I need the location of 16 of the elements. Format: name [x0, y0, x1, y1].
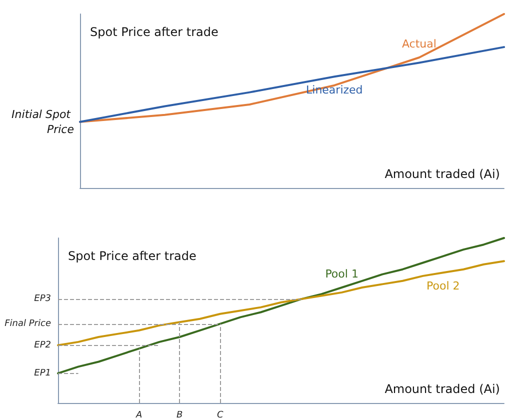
series-label: Actual: [402, 38, 436, 50]
x-tick-label: C: [217, 410, 224, 420]
x-axis-title: Amount traded (Ai): [384, 167, 500, 181]
ref-line-label: EP3: [34, 294, 52, 304]
series-label: Linearized: [306, 84, 363, 97]
ref-line-label: EP2: [34, 340, 52, 350]
ref-line-label: EP1: [34, 368, 51, 378]
x-axis-title: Amount traded (Ai): [384, 382, 500, 396]
x-tick-label: B: [176, 410, 183, 420]
ref-line-label: Final Price: [4, 318, 52, 329]
x-tick-label: A: [135, 410, 142, 420]
y-axis-title: Spot Price after trade: [68, 249, 196, 263]
series-label: Pool 2: [426, 280, 460, 293]
text: Initial Spot Price: [12, 108, 74, 136]
series-label: Pool 1: [325, 268, 358, 280]
y-axis-title: Spot Price after trade: [90, 25, 218, 39]
